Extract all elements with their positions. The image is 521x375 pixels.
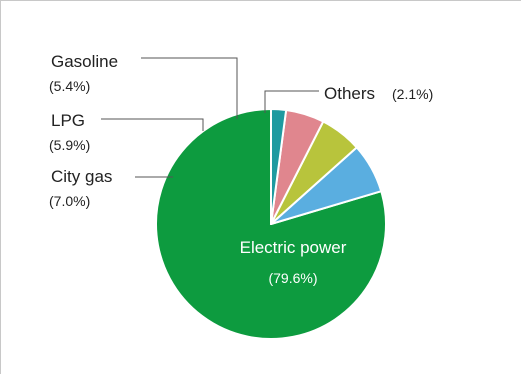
leader-gasoline — [141, 57, 238, 119]
label-gasoline-value: (5.4%) — [49, 78, 90, 94]
label-electric-power-name: Electric power — [240, 238, 347, 257]
label-gasoline-name: Gasoline — [51, 52, 118, 71]
label-city-gas-name: City gas — [51, 167, 112, 186]
label-lpg-value: (5.9%) — [49, 137, 90, 153]
leader-lines — [101, 57, 319, 178]
label-others-name: Others — [324, 84, 375, 103]
label-others-value: (2.1%) — [392, 86, 433, 102]
label-city-gas-value: (7.0%) — [49, 193, 90, 209]
leader-lpg — [101, 118, 204, 131]
pie-slices — [155, 108, 387, 340]
label-lpg-name: LPG — [51, 111, 85, 130]
leader-others — [264, 90, 319, 113]
label-electric-power-value: (79.6%) — [268, 270, 317, 286]
pie-slice-others — [270, 108, 288, 225]
